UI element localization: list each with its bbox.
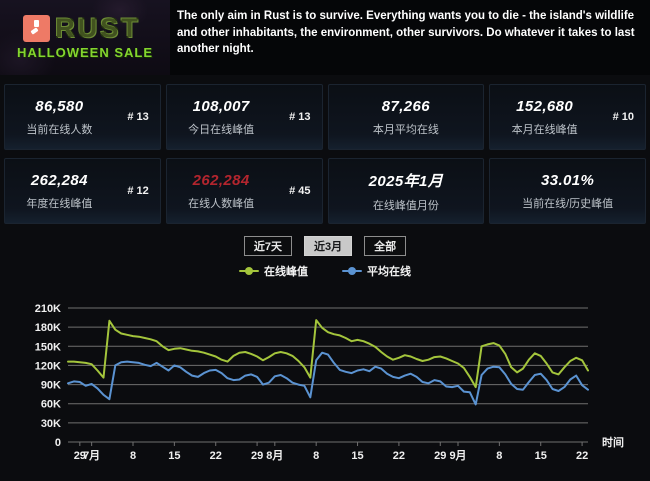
- x-tick-label: 8: [130, 450, 136, 462]
- legend-item-peak-online[interactable]: 在线峰值: [239, 263, 308, 279]
- legend-marker-green: [239, 266, 259, 276]
- stat-rank: # 13: [289, 111, 311, 123]
- stat-label: 今日在线峰值: [188, 123, 255, 136]
- stat-rank: # 13: [127, 111, 149, 123]
- y-tick-label: 150K: [35, 341, 61, 353]
- x-tick-label: 15: [535, 450, 547, 462]
- tab-all-time[interactable]: 全部: [364, 236, 407, 256]
- x-tick-label: 29: [251, 450, 263, 462]
- tab-last-3-months[interactable]: 近3月: [304, 236, 353, 256]
- legend-item-average-online[interactable]: 平均在线: [342, 263, 411, 279]
- stat-card-current-vs-peak: 33.01% 当前在线/历史峰值: [489, 158, 646, 224]
- game-capsule-banner[interactable]: RUST HALLOWEEN SALE: [0, 0, 170, 75]
- x-tick-label: 7月: [83, 449, 100, 462]
- game-description: The only aim in Rust is to survive. Ever…: [177, 10, 635, 56]
- stat-label: 当前在线/历史峰值: [522, 197, 614, 210]
- y-tick-label: 30K: [41, 418, 61, 430]
- legend-label: 平均在线: [367, 265, 411, 278]
- stat-card-today-peak: 108,007 今日在线峰值 # 13: [165, 84, 323, 150]
- chart-legend: 在线峰值 平均在线: [0, 263, 650, 279]
- x-tick-label: 8月: [266, 449, 283, 462]
- stat-label: 在线人数峰值: [188, 197, 255, 210]
- x-tick-label: 9月: [449, 449, 466, 462]
- stat-label: 年度在线峰值: [26, 197, 93, 210]
- game-title-logo: RUST: [55, 13, 141, 43]
- x-tick-label: 29: [74, 450, 86, 462]
- stat-card-month-peak: 152,680 本月在线峰值 # 10: [489, 84, 646, 150]
- y-tick-label: 0: [55, 437, 61, 449]
- stat-rank: # 10: [612, 111, 634, 123]
- x-tick-label: 8: [496, 450, 502, 462]
- x-tick-label: 8: [313, 450, 319, 462]
- stat-rank: # 45: [289, 185, 311, 197]
- chart-area: 210K 180K 150K 120K 90K 60K 30K 0 29 7月 8 15 22 29 8月 8…: [0, 283, 650, 481]
- app-header: RUST HALLOWEEN SALE The only aim in Rust…: [0, 0, 650, 75]
- stat-value: 2025年1月: [368, 172, 444, 190]
- y-tick-label: 60K: [41, 399, 61, 411]
- stat-label: 在线峰值月份: [372, 199, 439, 212]
- stat-value: 86,580: [35, 97, 84, 115]
- x-tick-label: 15: [351, 450, 363, 462]
- stat-card-current-online: 86,580 当前在线人数 # 13: [4, 84, 161, 150]
- rust-logo-icon: [23, 15, 51, 42]
- x-tick-label: 22: [393, 450, 405, 462]
- stat-label: 当前在线人数: [26, 123, 93, 136]
- x-tick-label: 15: [168, 450, 180, 462]
- stats-grid: 86,580 当前在线人数 # 13 108,007 今日在线峰值 # 13 8…: [0, 75, 650, 224]
- stat-card-year-peak: 262,284 年度在线峰值 # 12: [4, 158, 161, 224]
- stat-value: 262,284: [192, 171, 250, 189]
- stat-rank: # 12: [127, 185, 149, 197]
- peak-online-line: [67, 319, 589, 389]
- stat-card-peak-month: 2025年1月 在线峰值月份: [327, 158, 485, 224]
- tab-last-7-days[interactable]: 近7天: [243, 236, 292, 256]
- y-tick-label: 180K: [35, 322, 61, 334]
- chart-section: 近7天 近3月 全部 在线峰值 平均在线 210K 180K 150K 120K 90K…: [0, 224, 650, 481]
- stat-value: 33.01%: [540, 171, 595, 189]
- x-tick-label: 22: [210, 450, 222, 462]
- stat-card-month-average: 87,266 本月平均在线: [327, 84, 485, 150]
- y-tick-label: 120K: [35, 360, 61, 372]
- stat-value: 108,007: [192, 97, 250, 115]
- y-tick-label: 90K: [41, 380, 61, 392]
- halloween-sale-text: HALLOWEEN SALE: [16, 45, 154, 60]
- stat-card-alltime-peak: 262,284 在线人数峰值 # 45: [165, 158, 323, 224]
- legend-marker-blue: [342, 266, 362, 276]
- y-tick-label: 210K: [35, 303, 61, 315]
- legend-label: 在线峰值: [264, 265, 308, 278]
- stat-label: 本月平均在线: [372, 123, 439, 136]
- x-tick-label: 22: [576, 450, 588, 462]
- average-online-line: [67, 351, 589, 406]
- wrench-glyph: [31, 20, 40, 35]
- stat-value: 152,680: [516, 97, 574, 115]
- stat-value: 87,266: [381, 97, 431, 115]
- stat-value: 262,284: [30, 171, 88, 189]
- x-axis-title: 时间: [602, 435, 624, 449]
- x-tick-label: 29: [434, 450, 446, 462]
- time-range-tabs: 近7天 近3月 全部: [0, 236, 650, 256]
- stat-label: 本月在线峰值: [511, 123, 578, 136]
